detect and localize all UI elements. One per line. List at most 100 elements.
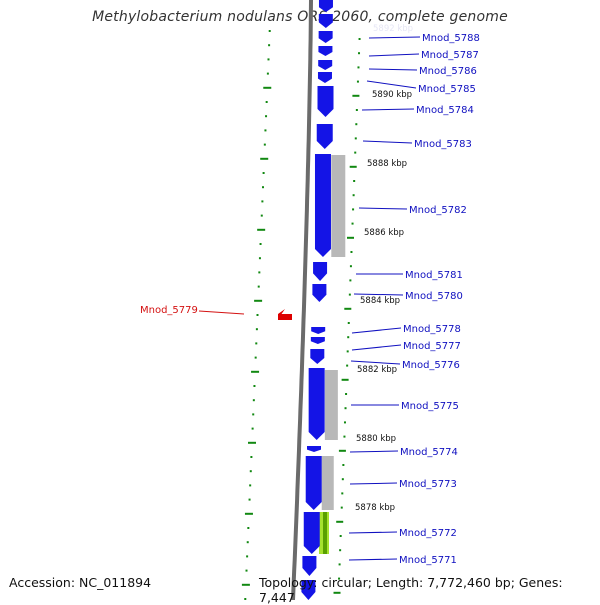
ruler-tick-right xyxy=(353,180,356,182)
gene-label[interactable]: Mnod_5783 xyxy=(414,139,472,150)
ruler-tick-left xyxy=(265,101,268,103)
gene-label[interactable]: Mnod_5772 xyxy=(399,528,457,539)
gene-region-box xyxy=(331,155,346,257)
ruler-tick-left xyxy=(254,356,257,359)
gene-label[interactable]: Mnod_5780 xyxy=(405,291,463,302)
gene-label[interactable]: Mnod_5774 xyxy=(400,447,458,458)
gene-arrow[interactable] xyxy=(316,124,333,149)
gene-label[interactable]: Mnod_5784 xyxy=(416,105,474,116)
gene-arrow[interactable] xyxy=(313,262,328,281)
ruler-tick-right xyxy=(346,364,349,367)
gene-arrow[interactable] xyxy=(307,446,322,452)
ruler-tick-left xyxy=(258,271,261,274)
gene-label[interactable]: Mnod_5779 xyxy=(140,305,198,316)
ruler-tick-left xyxy=(262,172,265,174)
gene-label[interactable]: Mnod_5787 xyxy=(421,50,479,61)
gene-label[interactable]: Mnod_5786 xyxy=(419,66,477,77)
ruler-major-tick-left xyxy=(251,370,260,373)
gene-arrow[interactable] xyxy=(318,60,333,70)
gene-label[interactable]: Mnod_5788 xyxy=(422,33,480,44)
gene-label[interactable]: Mnod_5777 xyxy=(403,341,461,352)
gene-arrow[interactable] xyxy=(310,349,325,364)
gene-region-highlight-core xyxy=(323,512,327,554)
ruler-tick-right xyxy=(340,506,343,509)
ruler-tick-left xyxy=(261,186,264,189)
ruler-tick-right xyxy=(357,66,360,69)
ruler-tick-left xyxy=(256,314,259,316)
ruler-tick-left xyxy=(268,30,271,32)
position-label: 5888 kbp xyxy=(367,159,407,169)
backbone-line xyxy=(291,0,313,600)
gene-arrow[interactable] xyxy=(310,337,325,344)
topology-text: Topology: circular; Length: 7,772,460 bp… xyxy=(259,575,563,605)
gene-label[interactable]: Mnod_5781 xyxy=(405,270,463,281)
gene-arrow[interactable] xyxy=(318,0,333,12)
label-mask xyxy=(365,24,417,34)
gene-arrow[interactable] xyxy=(317,72,332,83)
gene-arrow[interactable] xyxy=(305,456,322,510)
ruler-tick-right xyxy=(351,222,354,225)
ruler-tick-right xyxy=(358,52,361,55)
gene-arrow[interactable] xyxy=(302,556,317,576)
gene-arrow[interactable] xyxy=(318,14,333,28)
gene-label[interactable]: Mnod_5785 xyxy=(418,84,476,95)
ruler-tick-right xyxy=(352,194,355,197)
ruler-tick-right xyxy=(344,407,347,410)
gene-label-leader xyxy=(358,207,408,210)
ruler-tick-left xyxy=(246,555,249,558)
gene-label[interactable]: Mnod_5775 xyxy=(401,401,459,412)
map-title: Methylobacterium nodulans ORS 2060, comp… xyxy=(92,9,508,25)
gene-label-leader xyxy=(361,108,415,111)
ruler-tick-right xyxy=(342,464,345,466)
gene-label[interactable]: Mnod_5778 xyxy=(403,324,461,335)
ruler-major-tick-right xyxy=(344,307,352,310)
gene-arrow[interactable] xyxy=(311,327,326,334)
gene-label[interactable]: Mnod_5782 xyxy=(409,205,467,216)
gene-arrow[interactable] xyxy=(317,86,334,117)
gene-label-leader xyxy=(351,327,402,334)
ruler-tick-left xyxy=(251,427,254,430)
gene-label[interactable]: Mnod_5776 xyxy=(402,360,460,371)
ruler-major-tick-right xyxy=(338,449,346,452)
gene-label-leader xyxy=(350,360,401,365)
ruler-tick-right xyxy=(345,393,348,395)
ruler-major-tick-right xyxy=(336,520,344,523)
ruler-tick-left xyxy=(245,569,248,572)
ruler-tick-right xyxy=(349,265,352,268)
ruler-tick-right xyxy=(355,123,358,126)
ruler-tick-left xyxy=(244,598,247,600)
gene-arrow[interactable] xyxy=(308,368,325,440)
gene-region-box xyxy=(321,456,334,510)
ruler-tick-right xyxy=(343,435,346,438)
ruler-major-tick-left xyxy=(257,228,266,231)
ruler-tick-left xyxy=(252,399,255,402)
ruler-major-tick-left xyxy=(254,299,263,302)
ruler-tick-left xyxy=(265,115,268,118)
ruler-major-tick-right xyxy=(347,236,355,239)
ruler-tick-left xyxy=(253,385,256,387)
gene-label-leader xyxy=(368,53,420,57)
gene-arrow[interactable] xyxy=(314,154,331,257)
ruler-tick-right xyxy=(348,293,351,296)
ruler-tick-left xyxy=(255,342,258,345)
accession-text: Accession: NC_011894 xyxy=(9,575,152,590)
ruler-major-tick-left xyxy=(244,512,253,515)
gene-label-leader xyxy=(349,450,399,453)
ruler-tick-right xyxy=(356,80,359,83)
gene-arrow[interactable] xyxy=(301,580,316,600)
gene-label[interactable]: Mnod_5773 xyxy=(399,479,457,490)
ruler-tick-right xyxy=(339,535,342,537)
gene-arrow[interactable] xyxy=(303,512,320,554)
gene-label[interactable]: Mnod_5771 xyxy=(399,555,457,566)
ruler-major-tick-left xyxy=(263,86,272,89)
ruler-tick-left xyxy=(266,72,269,75)
gene-label-leader xyxy=(349,482,398,485)
ruler-major-tick-right xyxy=(352,94,360,97)
ruler-major-tick-right xyxy=(333,591,341,594)
gene-arrow[interactable] xyxy=(318,46,333,56)
ruler-tick-left xyxy=(260,214,263,217)
ruler-major-tick-right xyxy=(349,165,357,168)
gene-arrow[interactable] xyxy=(312,284,327,302)
gene-arrow[interactable] xyxy=(318,31,333,43)
